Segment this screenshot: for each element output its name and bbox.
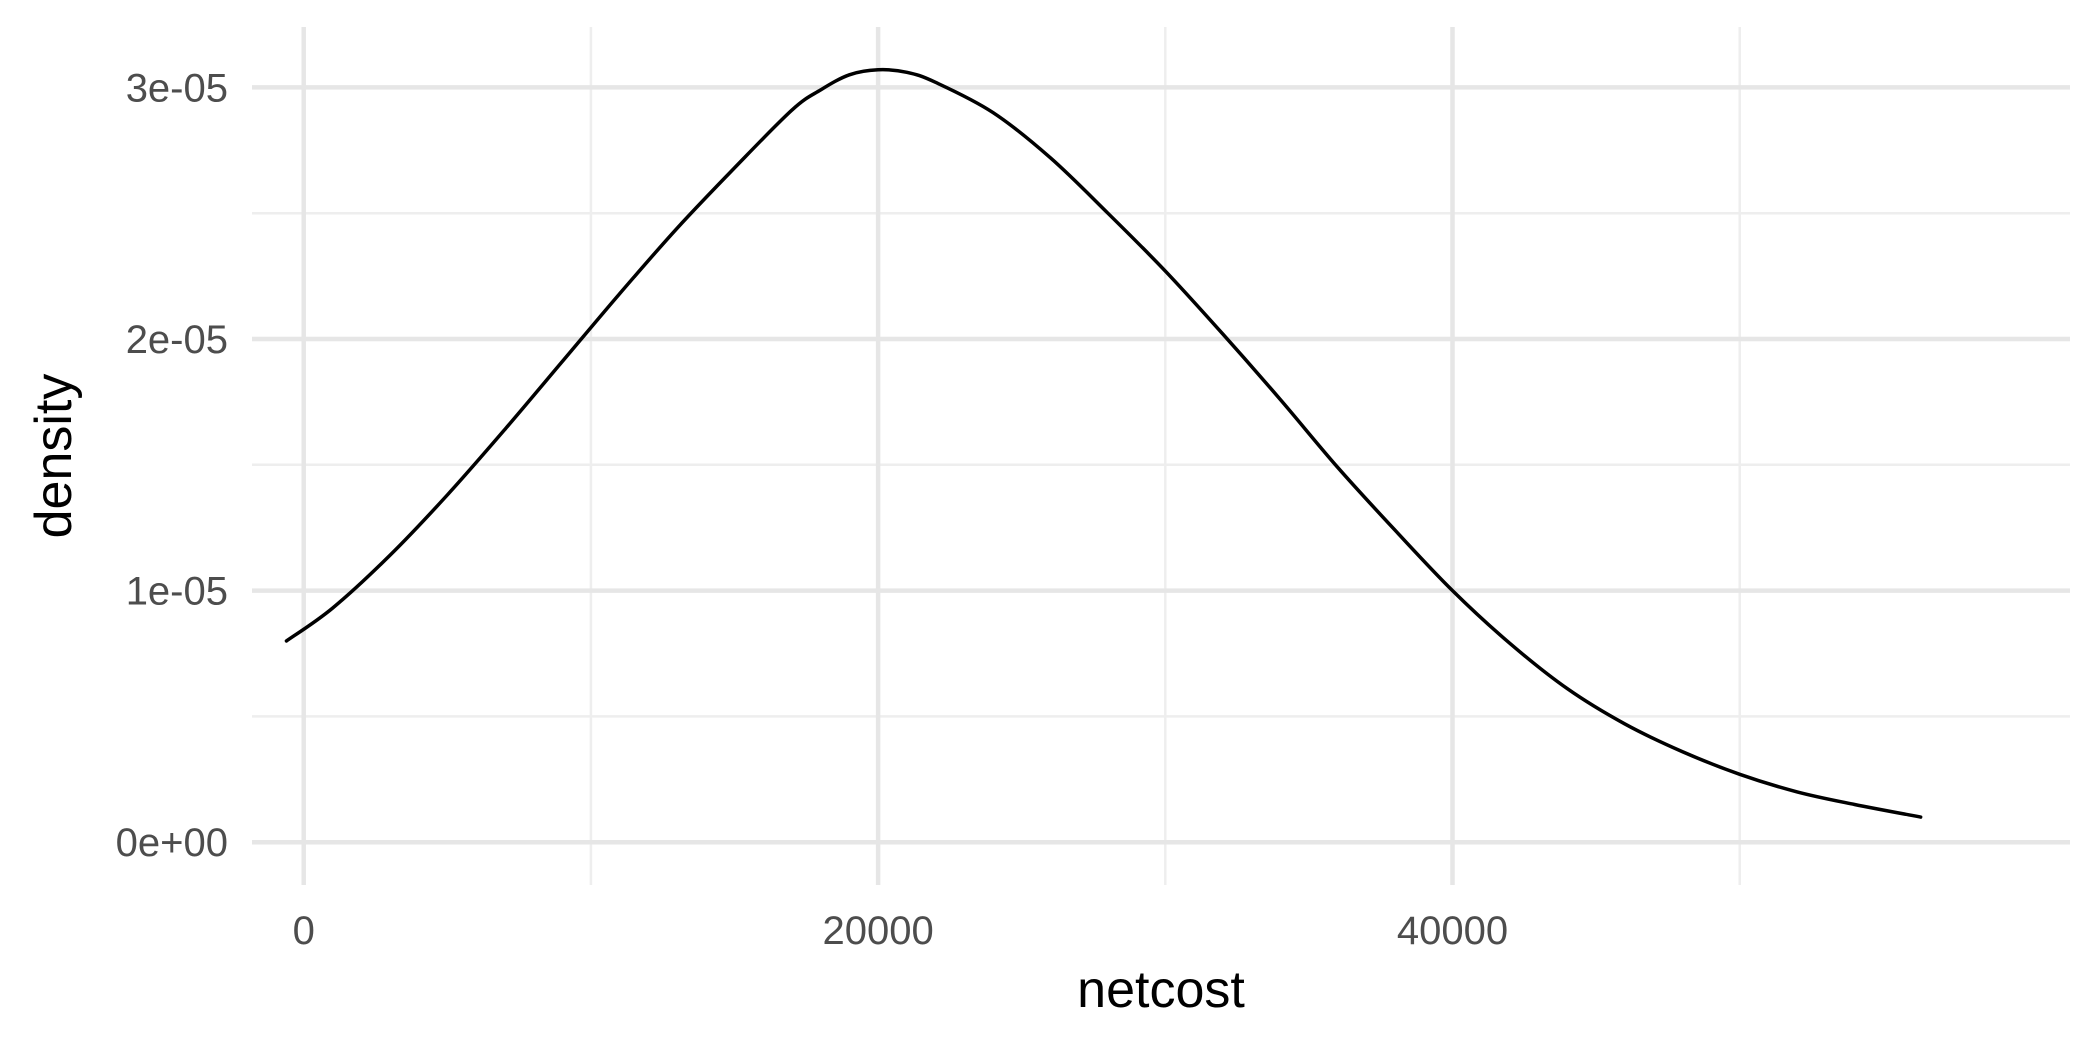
- density-curve-0: [284, 67, 1923, 819]
- x-tick-label-2: 40000: [1397, 909, 1508, 953]
- y-tick-label-1: 1e-05: [126, 570, 228, 614]
- x-axis-title: netcost: [1077, 961, 1245, 1019]
- x-tick-label-1: 20000: [822, 909, 933, 953]
- y-tick-label-0: 0e+00: [116, 821, 228, 865]
- x-axis-tick-labels: 0 20000 40000: [293, 909, 1509, 953]
- y-axis-title: density: [25, 374, 83, 539]
- major-gridlines: [252, 27, 2070, 885]
- y-axis-tick-labels: 0e+00 1e-05 2e-05 3e-05: [116, 66, 228, 865]
- y-tick-label-2: 2e-05: [126, 318, 228, 362]
- minor-gridlines: [252, 27, 2070, 885]
- x-tick-label-0: 0: [293, 909, 315, 953]
- y-tick-label-3: 3e-05: [126, 66, 228, 110]
- density-curve-layer: [284, 67, 1923, 819]
